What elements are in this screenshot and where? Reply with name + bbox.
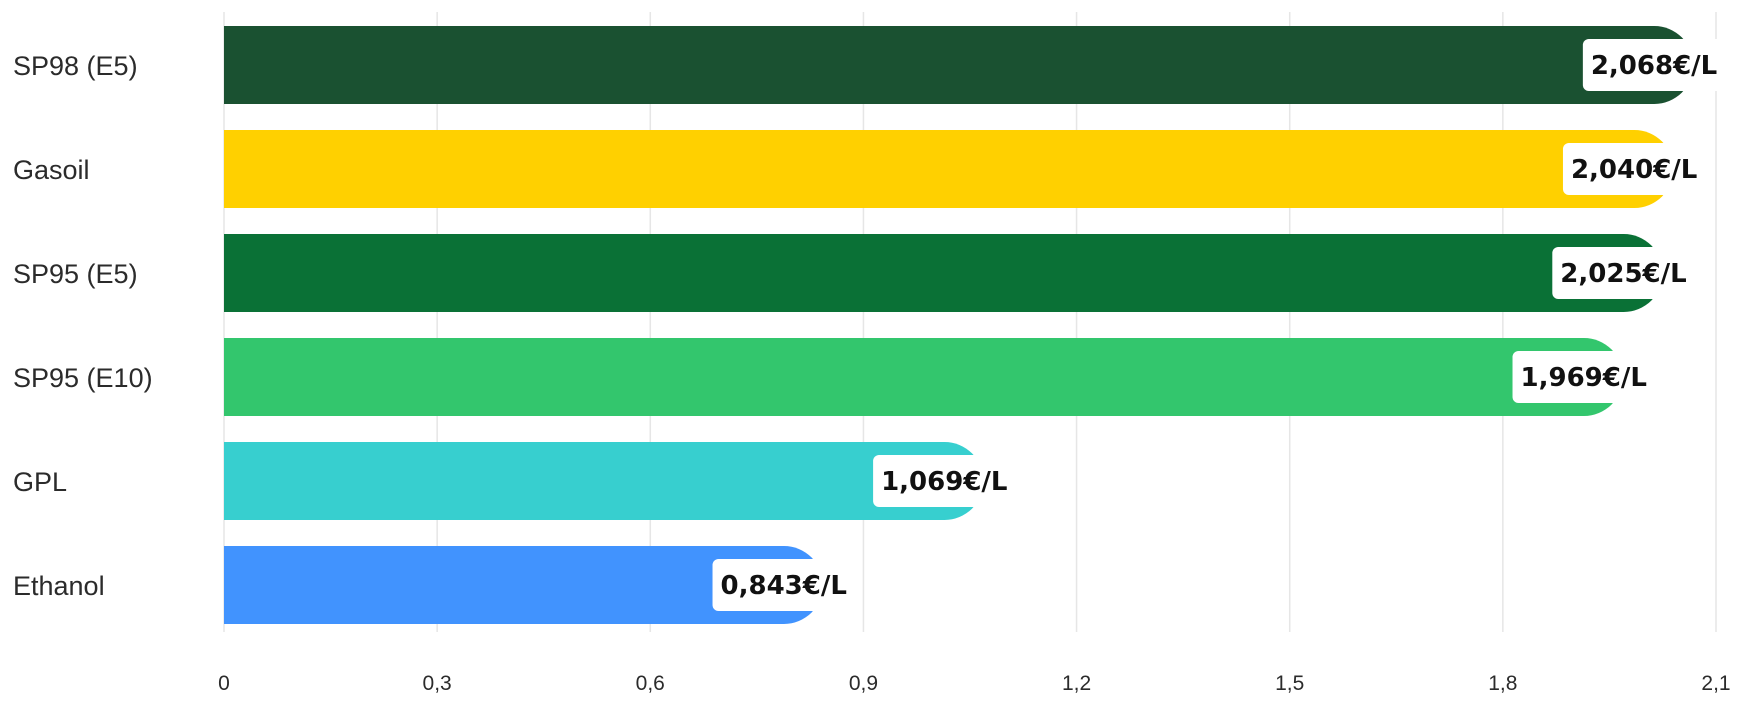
x-tick-label: 2,1 (1701, 672, 1730, 695)
bar (224, 546, 823, 624)
bar (224, 26, 1694, 104)
value-label: 1,069€/L (873, 455, 1016, 507)
value-label: 2,040€/L (1562, 143, 1706, 195)
value-label-box (1552, 247, 1695, 299)
category-labels: SP98 (E5) Gasoil SP95 (E5) SP95 (E10) GPL Eth… (13, 51, 153, 601)
x-tick-label: 1,8 (1488, 672, 1517, 695)
value-label: 2,068€/L (1582, 39, 1726, 91)
category-label: SP95 (E5) (13, 259, 138, 289)
x-gridlines (223, 12, 1717, 632)
category-label: Gasoil (13, 155, 90, 185)
value-label: 2,025€/L (1552, 247, 1695, 299)
x-tick-label: 1,2 (1062, 672, 1091, 695)
value-label-box (1512, 351, 1655, 403)
value-label-box (1562, 143, 1706, 195)
value-label-box (1582, 39, 1726, 91)
x-tick-label: 0,6 (636, 672, 665, 695)
value-label-text: 2,068€/L (1591, 51, 1717, 81)
value-label: 1,969€/L (1512, 351, 1655, 403)
bar (224, 442, 984, 520)
value-label-box (873, 455, 1016, 507)
category-label: SP95 (E10) (13, 363, 153, 393)
category-label: SP98 (E5) (13, 51, 138, 81)
value-label-box (712, 559, 855, 611)
category-label: GPL (13, 467, 67, 497)
value-label-text: 2,025€/L (1560, 259, 1686, 289)
value-label-text: 1,069€/L (881, 467, 1007, 497)
bar (224, 234, 1663, 312)
bar (224, 338, 1623, 416)
value-label-text: 0,843€/L (721, 571, 847, 601)
x-tick-label: 0,3 (423, 672, 452, 695)
x-tick-label: 1,5 (1275, 672, 1304, 695)
value-label-text: 2,040€/L (1571, 155, 1697, 185)
x-axis-tick-labels: 0 0,3 0,6 0,9 1,2 1,5 1,8 2,1 (218, 672, 1730, 695)
x-tick-label: 0,9 (849, 672, 878, 695)
x-tick-label: 0 (218, 672, 230, 695)
value-label-text: 1,969€/L (1521, 363, 1647, 393)
value-label: 0,843€/L (712, 559, 855, 611)
bars: 2,068€/L 2,040€/L 2,025€/L 1,969€/L 1,069€/L… (224, 26, 1726, 624)
category-label: Ethanol (13, 571, 105, 601)
bar (224, 130, 1674, 208)
